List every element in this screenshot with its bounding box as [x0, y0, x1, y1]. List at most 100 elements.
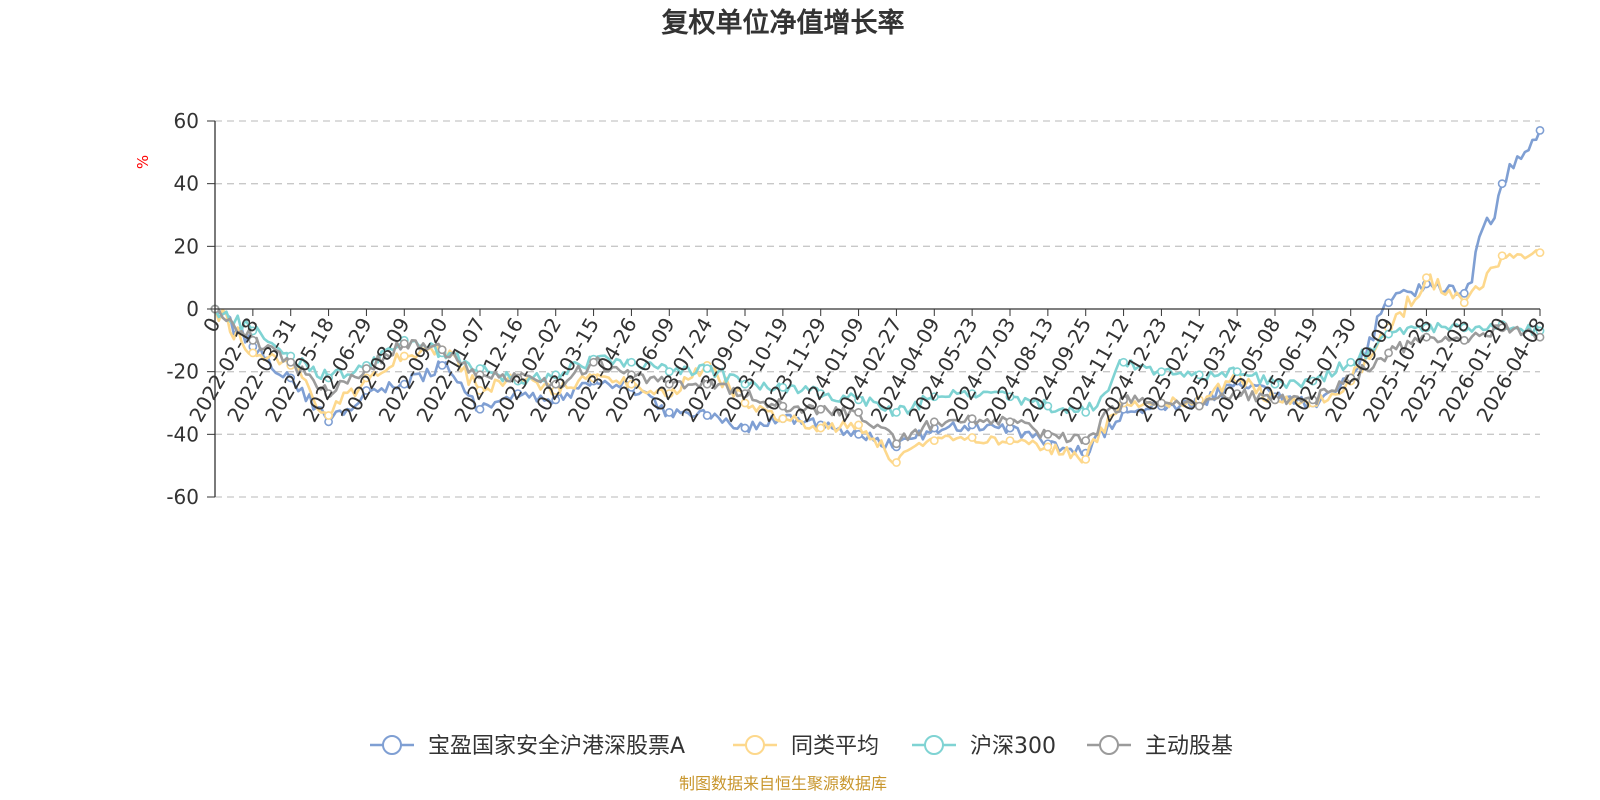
data-point — [816, 423, 826, 433]
data-point — [1497, 251, 1507, 261]
chart-title: 复权单位净值增长率 — [662, 7, 905, 39]
data-point — [589, 357, 598, 367]
data-point — [854, 420, 863, 430]
data-point — [1081, 407, 1091, 417]
data-point — [740, 379, 750, 389]
data-source-note: 制图数据来自恒生聚源数据库 — [679, 774, 887, 793]
data-point — [475, 386, 485, 395]
data-point — [399, 351, 409, 361]
data-point — [1459, 335, 1469, 345]
data-point — [892, 439, 901, 449]
data-point — [740, 398, 750, 408]
y-axis-unit: % — [134, 155, 152, 169]
series-line — [214, 307, 1541, 446]
data-point — [627, 357, 636, 367]
data-point — [1194, 401, 1204, 411]
axes: 6040200-20-40-6002022-02-182022-03-31202… — [166, 109, 1550, 509]
data-point — [1005, 436, 1015, 445]
data-point — [1232, 389, 1242, 398]
data-point — [1535, 332, 1545, 342]
data-point — [1308, 395, 1318, 405]
data-point — [1459, 288, 1469, 298]
data-point — [816, 389, 826, 398]
data-point — [967, 433, 977, 442]
data-point — [248, 348, 258, 358]
data-point — [740, 423, 750, 433]
data-point — [627, 370, 636, 380]
data-point — [627, 379, 636, 389]
data-point — [1422, 273, 1431, 283]
legend-marker-icon — [745, 735, 765, 755]
data-point — [1005, 417, 1015, 427]
data-point — [324, 411, 333, 420]
data-point — [286, 373, 296, 383]
data-point — [362, 373, 371, 383]
data-point — [816, 404, 826, 414]
legend-item[interactable]: 主动股基 — [1087, 734, 1233, 759]
data-point — [854, 407, 863, 417]
legend-marker-icon — [382, 735, 402, 755]
data-point — [1194, 370, 1204, 380]
data-point — [1119, 357, 1128, 367]
data-point — [437, 360, 447, 370]
legend-item[interactable]: 同类平均 — [733, 734, 879, 759]
data-point — [399, 379, 409, 389]
data-point — [475, 370, 485, 380]
y-tick-label: 0 — [186, 297, 199, 321]
legend-label: 沪深300 — [970, 734, 1056, 759]
y-tick-label: 20 — [174, 234, 199, 258]
data-point — [778, 414, 788, 424]
data-point — [929, 436, 939, 445]
legend-item[interactable]: 沪深300 — [912, 734, 1056, 759]
data-point — [1119, 395, 1128, 405]
data-point — [1384, 348, 1393, 358]
data-point — [778, 382, 788, 392]
data-point — [664, 379, 674, 389]
data-point — [286, 357, 296, 367]
data-point — [551, 370, 561, 380]
data-point — [475, 404, 485, 414]
data-point — [1232, 367, 1242, 377]
data-point — [929, 417, 939, 427]
legend-marker-icon — [1099, 735, 1119, 755]
legend[interactable]: 宝盈国家安全沪港深股票A 同类平均 沪深300 主动股基 — [370, 734, 1233, 759]
data-point — [702, 411, 712, 420]
data-point — [778, 401, 788, 411]
data-point — [1043, 442, 1053, 452]
data-point — [362, 386, 371, 395]
data-point — [1497, 179, 1507, 189]
y-tick-label: 40 — [174, 172, 199, 196]
data-point — [1157, 367, 1166, 377]
data-point — [1081, 454, 1091, 464]
data-point — [892, 458, 901, 467]
data-point — [1270, 379, 1280, 389]
series-lines — [210, 125, 1545, 467]
data-point — [1270, 395, 1280, 405]
data-point — [1346, 373, 1356, 383]
y-tick-label: 60 — [174, 109, 199, 133]
legend-item[interactable]: 宝盈国家安全沪港深股票A — [370, 734, 685, 759]
data-point — [929, 392, 939, 402]
series-line — [213, 308, 1542, 417]
data-point — [1459, 323, 1469, 333]
data-point — [664, 367, 674, 377]
data-point — [513, 389, 523, 398]
data-point — [589, 373, 598, 383]
data-point — [399, 339, 409, 348]
data-point — [1384, 329, 1393, 339]
data-point — [854, 429, 863, 439]
data-point — [664, 407, 674, 417]
data-point — [248, 335, 258, 345]
data-point — [1346, 357, 1356, 367]
data-point — [892, 407, 901, 417]
y-tick-label: -60 — [166, 485, 199, 509]
data-point — [967, 414, 977, 424]
data-point — [362, 364, 371, 373]
data-point — [1535, 248, 1545, 257]
data-point — [702, 364, 712, 373]
data-point — [1497, 323, 1507, 333]
legend-marker-icon — [924, 735, 944, 755]
y-tick-label: -40 — [166, 422, 199, 446]
data-point — [1308, 376, 1318, 386]
